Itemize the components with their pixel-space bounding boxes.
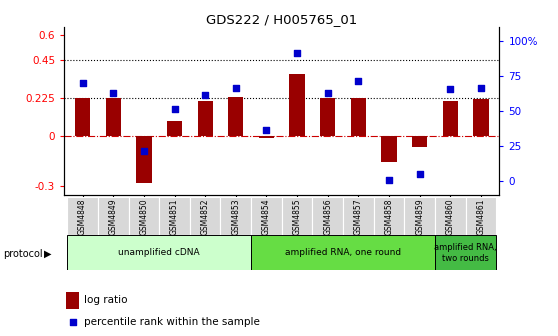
Bar — [167, 121, 182, 136]
Bar — [412, 136, 427, 147]
Point — [446, 86, 455, 92]
Point — [323, 90, 332, 96]
Bar — [75, 98, 90, 136]
Bar — [312, 197, 343, 235]
Point — [415, 172, 424, 177]
Point — [477, 85, 485, 90]
Bar — [105, 98, 121, 136]
Bar — [473, 99, 489, 136]
Bar — [259, 136, 274, 138]
Text: ▶: ▶ — [44, 249, 51, 259]
Text: GSM4855: GSM4855 — [292, 199, 302, 235]
Bar — [66, 292, 79, 308]
Bar — [251, 235, 435, 270]
Text: GSM4859: GSM4859 — [415, 199, 424, 235]
Point — [232, 85, 240, 90]
Text: GSM4858: GSM4858 — [384, 199, 393, 235]
Text: GSM4851: GSM4851 — [170, 199, 179, 235]
Bar — [435, 235, 497, 270]
Bar — [435, 197, 466, 235]
Point — [109, 90, 118, 96]
Bar — [374, 197, 405, 235]
Bar — [466, 197, 497, 235]
Point — [303, 209, 312, 214]
Text: amplified RNA,
two rounds: amplified RNA, two rounds — [434, 243, 497, 262]
Text: GSM4860: GSM4860 — [446, 199, 455, 235]
Bar — [198, 101, 213, 136]
Bar — [382, 136, 397, 162]
Bar — [220, 197, 251, 235]
Bar — [351, 98, 366, 136]
Bar — [128, 197, 159, 235]
Bar — [290, 74, 305, 136]
Point — [384, 177, 393, 183]
Text: GSM4856: GSM4856 — [323, 199, 332, 235]
Bar — [442, 101, 458, 136]
Bar — [228, 97, 243, 136]
Bar — [159, 197, 190, 235]
Text: log ratio: log ratio — [84, 295, 128, 305]
Bar — [190, 197, 220, 235]
Bar — [405, 197, 435, 235]
Point — [262, 127, 271, 132]
Text: GSM4850: GSM4850 — [140, 199, 148, 235]
Bar — [343, 197, 374, 235]
Text: GSM4861: GSM4861 — [477, 199, 485, 235]
Point — [78, 81, 87, 86]
Bar — [67, 197, 98, 235]
Text: amplified RNA, one round: amplified RNA, one round — [285, 248, 401, 257]
Text: GSM4853: GSM4853 — [232, 199, 240, 235]
Point — [140, 148, 148, 153]
Bar — [251, 197, 282, 235]
Point — [354, 78, 363, 83]
Text: unamplified cDNA: unamplified cDNA — [118, 248, 200, 257]
Text: GSM4857: GSM4857 — [354, 199, 363, 235]
Bar — [282, 197, 312, 235]
Bar — [320, 98, 335, 136]
Text: protocol: protocol — [3, 249, 42, 259]
Text: GSM4848: GSM4848 — [78, 199, 87, 235]
Text: GSM4852: GSM4852 — [201, 199, 210, 235]
Text: GSM4854: GSM4854 — [262, 199, 271, 235]
Point — [170, 106, 179, 111]
Text: GSM4849: GSM4849 — [109, 199, 118, 235]
Title: GDS222 / H005765_01: GDS222 / H005765_01 — [206, 13, 358, 26]
Point — [292, 50, 301, 55]
Bar — [67, 235, 251, 270]
Bar — [98, 197, 128, 235]
Bar — [136, 136, 152, 183]
Text: percentile rank within the sample: percentile rank within the sample — [84, 317, 260, 327]
Point — [201, 92, 210, 97]
